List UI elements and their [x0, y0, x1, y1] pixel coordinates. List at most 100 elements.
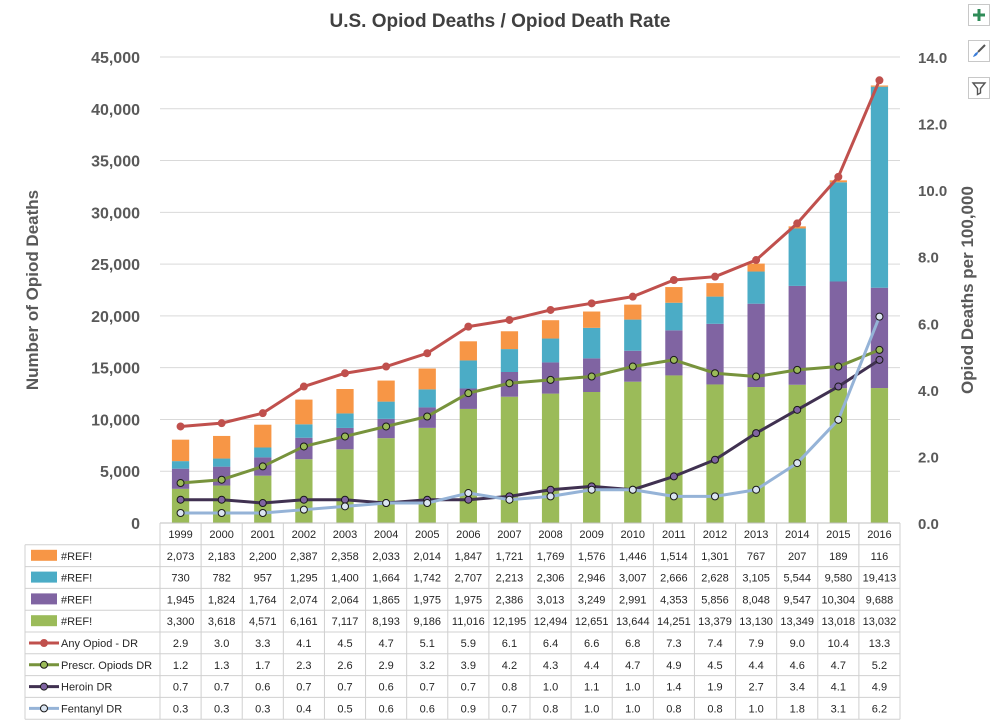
data-label: 2,628 — [701, 573, 729, 585]
data-label: 4.5 — [707, 660, 722, 672]
line-point — [341, 369, 349, 378]
line-point — [341, 495, 349, 504]
data-label: 730 — [171, 573, 189, 585]
data-label: 4.9 — [872, 682, 887, 694]
data-label: 13,130 — [739, 616, 773, 628]
bar-segment — [870, 86, 889, 288]
data-label: 8,048 — [742, 594, 770, 606]
data-label: 1,301 — [701, 551, 729, 563]
data-label: 2.3 — [296, 660, 311, 672]
line-point — [176, 495, 185, 504]
x-tick-label: 2002 — [292, 529, 316, 541]
line-point — [752, 372, 761, 381]
line-point — [752, 485, 761, 494]
line-point — [587, 299, 596, 308]
data-label: 13,032 — [863, 616, 897, 628]
data-label: 1.2 — [173, 660, 188, 672]
bar-segment — [665, 302, 683, 331]
data-label: 1.7 — [255, 660, 270, 672]
line-point — [217, 509, 226, 518]
legend-label: #REF! — [61, 573, 92, 585]
bar-segment — [829, 182, 847, 282]
y-tick-label: 15,000 — [91, 361, 140, 378]
y2-tick-label: 6.0 — [918, 316, 939, 333]
bar-segment — [295, 424, 313, 438]
data-label: 1,865 — [372, 594, 400, 606]
bar-segment — [665, 375, 683, 523]
data-label: 3,300 — [167, 616, 195, 628]
bar-segment — [747, 387, 765, 523]
data-label: 2,033 — [372, 551, 400, 563]
bar-segment — [583, 311, 601, 328]
bar-segment — [459, 408, 477, 523]
data-label: 782 — [212, 573, 230, 585]
bar-segment — [788, 285, 806, 385]
data-label: 1,295 — [290, 573, 318, 585]
bar-segment — [624, 304, 642, 320]
data-label: 8,193 — [372, 616, 400, 628]
y-tick-label: 35,000 — [91, 154, 140, 171]
data-label: 4,571 — [249, 616, 277, 628]
data-label: 7,117 — [332, 616, 359, 628]
data-label: 2,946 — [578, 573, 606, 585]
chart-filters-button[interactable] — [968, 77, 990, 99]
chart-title: U.S. Opiod Deaths / Opiod Death Rate — [330, 11, 671, 32]
data-label: 4.7 — [378, 638, 393, 650]
data-label: 189 — [829, 551, 847, 563]
line-point — [299, 382, 308, 391]
y2-axis-title: Opiod Deaths per 100,000 — [958, 186, 977, 394]
data-label: 767 — [747, 551, 765, 563]
data-label: 0.8 — [502, 682, 517, 694]
chart-styles-button[interactable] — [968, 40, 990, 62]
data-label: 6.6 — [584, 638, 599, 650]
data-label: 1,847 — [455, 551, 483, 563]
data-label: 0.7 — [461, 682, 476, 694]
bar-segment — [500, 349, 519, 373]
line-point — [258, 409, 267, 418]
data-label: 7.4 — [707, 638, 722, 650]
data-label: 2.6 — [337, 660, 352, 672]
line-point — [258, 462, 267, 471]
line-point — [793, 365, 802, 374]
x-tick-label: 2016 — [867, 529, 891, 541]
bar-segment — [624, 319, 642, 351]
data-label: 1,514 — [660, 551, 688, 563]
bar-segment — [747, 271, 765, 304]
legend-marker — [40, 660, 48, 669]
data-label: 9,580 — [825, 573, 853, 585]
bar-segment — [541, 338, 560, 363]
chart-elements-button[interactable] — [968, 4, 990, 26]
bar-segment — [870, 287, 889, 389]
bar-segment — [377, 401, 395, 419]
line-series — [180, 358, 881, 505]
bar-segment — [541, 320, 560, 339]
line-point — [423, 412, 432, 421]
x-tick-label: 2013 — [744, 529, 768, 541]
line-point — [382, 362, 391, 371]
data-label: 2,074 — [290, 594, 318, 606]
line-point — [505, 495, 514, 504]
data-label: 10.4 — [828, 638, 849, 650]
line-point — [875, 312, 884, 321]
line-point — [669, 355, 678, 364]
bar-segment — [336, 389, 354, 414]
data-label: 9.0 — [790, 638, 805, 650]
line-point — [628, 292, 637, 301]
data-label: 2.9 — [173, 638, 188, 650]
bar-segment — [254, 447, 272, 458]
bar-segment — [788, 384, 806, 523]
bar-segment — [254, 424, 272, 448]
bar-segment — [870, 85, 889, 87]
line-point — [299, 442, 308, 451]
line-point — [217, 475, 226, 484]
data-label: 3.2 — [420, 660, 435, 672]
bar-segment — [213, 485, 231, 523]
line-point — [834, 362, 843, 371]
data-label: 0.6 — [378, 703, 393, 715]
line-point — [217, 495, 226, 504]
x-tick-label: 2003 — [333, 529, 357, 541]
data-label: 7.3 — [666, 638, 681, 650]
x-tick-label: 2000 — [209, 529, 233, 541]
x-tick-label: 2010 — [621, 529, 645, 541]
